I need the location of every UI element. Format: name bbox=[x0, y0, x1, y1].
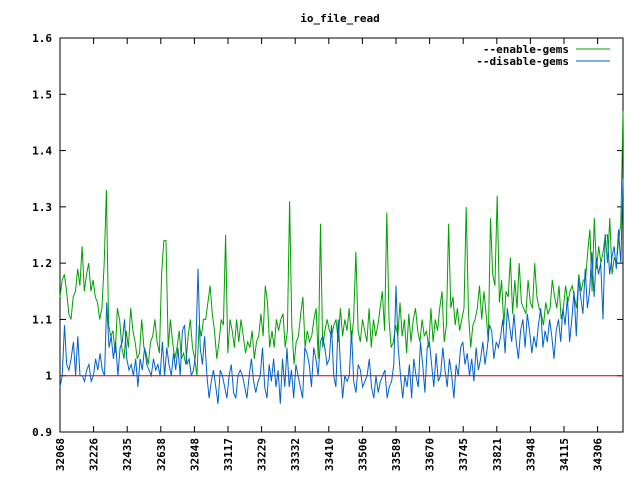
y-tick-label: 0.9 bbox=[32, 426, 52, 439]
x-tick-label: 32638 bbox=[155, 438, 168, 471]
x-tick-label: 33332 bbox=[289, 438, 302, 471]
plot-frame bbox=[59, 37, 624, 433]
series-line-disable-gems bbox=[59, 178, 624, 404]
series-line-enable-gems bbox=[59, 111, 624, 376]
x-tick-label: 33589 bbox=[390, 438, 403, 471]
x-tick-label: 33745 bbox=[457, 438, 470, 471]
legend-label-enable-gems: --enable-gems bbox=[483, 43, 569, 56]
x-tick-label: 33506 bbox=[356, 438, 369, 471]
x-tick-label: 33117 bbox=[222, 438, 235, 471]
legend-label-disable-gems: --disable-gems bbox=[476, 55, 569, 68]
x-tick-label: 33948 bbox=[524, 438, 537, 471]
x-tick-label: 34115 bbox=[558, 438, 571, 471]
x-tick-label: 32068 bbox=[54, 438, 67, 471]
y-tick-label: 1.2 bbox=[32, 257, 52, 270]
plot-area: 0.9 1 1.1 1.2 1.3 1.4 1.5 1.6 32068 32226 32435 326… bbox=[32, 32, 624, 471]
y-tick-label: 1.4 bbox=[32, 145, 52, 158]
x-tick-label: 34306 bbox=[592, 438, 605, 471]
chart-title: io_file_read bbox=[300, 12, 379, 25]
x-tick-label: 32848 bbox=[188, 438, 201, 471]
x-tick-label: 33821 bbox=[491, 438, 504, 471]
x-tick-label: 33670 bbox=[424, 438, 437, 471]
legend: --enable-gems --disable-gems bbox=[476, 43, 610, 68]
y-tick-label: 1.1 bbox=[32, 313, 52, 326]
y-tick-label: 1.5 bbox=[32, 88, 52, 101]
y-tick-label: 1.3 bbox=[32, 201, 52, 214]
y-tick-label: 1 bbox=[45, 370, 52, 383]
x-tick-label: 32226 bbox=[88, 438, 101, 471]
y-tick-label: 1.6 bbox=[32, 32, 52, 45]
x-tick-label: 32435 bbox=[121, 438, 134, 471]
x-tick-label: 33410 bbox=[323, 438, 336, 471]
x-tick-label: 33229 bbox=[256, 438, 269, 471]
